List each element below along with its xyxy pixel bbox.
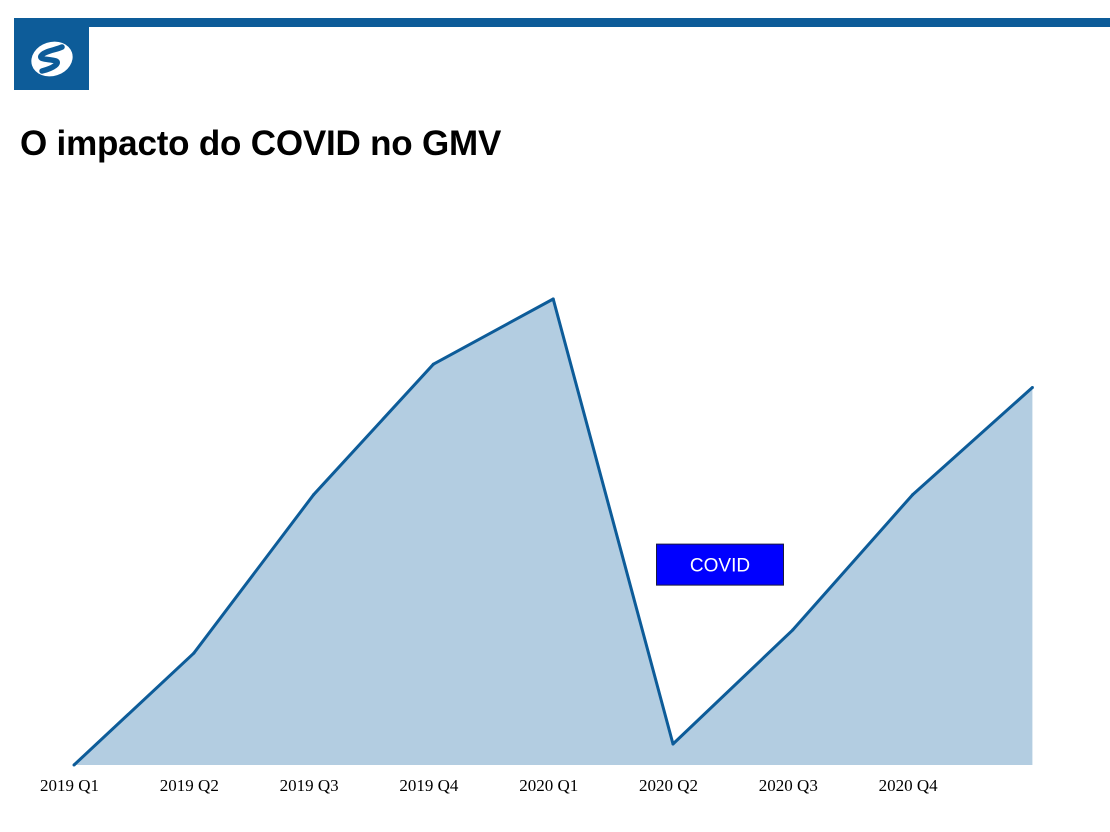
header-bar	[14, 18, 1110, 27]
area-fill	[74, 299, 1033, 765]
data-point-7	[911, 493, 915, 497]
brand-logo	[14, 27, 89, 90]
covid-annotation-box	[656, 543, 784, 586]
x-axis-tick-labels: 2019 Q1 2019 Q2 2019 Q3 2019 Q4 2020 Q1 2020 …	[40, 776, 938, 795]
covid-annotation-label: COVID	[690, 556, 750, 577]
data-point-5	[671, 742, 675, 746]
data-point-6	[791, 628, 795, 632]
x-tick-label: 2020 Q1	[519, 776, 578, 795]
x-tick-label: 2019 Q4	[399, 776, 459, 795]
page-title: O impacto do COVID no GMV	[20, 124, 502, 163]
data-point-3	[431, 362, 435, 366]
data-point-8	[1030, 386, 1034, 390]
x-tick-label: 2020 Q3	[759, 776, 818, 795]
covid-annotation: COVID	[656, 543, 784, 586]
x-tick-label: 2019 Q1	[40, 776, 99, 795]
data-point-0	[72, 763, 76, 767]
x-tick-label: 2019 Q3	[280, 776, 339, 795]
data-point-2	[312, 493, 316, 497]
data-point-4	[551, 297, 555, 301]
brand-logo-icon	[30, 41, 73, 76]
x-tick-label: 2020 Q2	[639, 776, 698, 795]
data-points	[72, 297, 1034, 767]
x-tick-label: 2020 Q4	[879, 776, 939, 795]
data-point-1	[192, 651, 196, 655]
x-tick-label: 2019 Q2	[160, 776, 219, 795]
